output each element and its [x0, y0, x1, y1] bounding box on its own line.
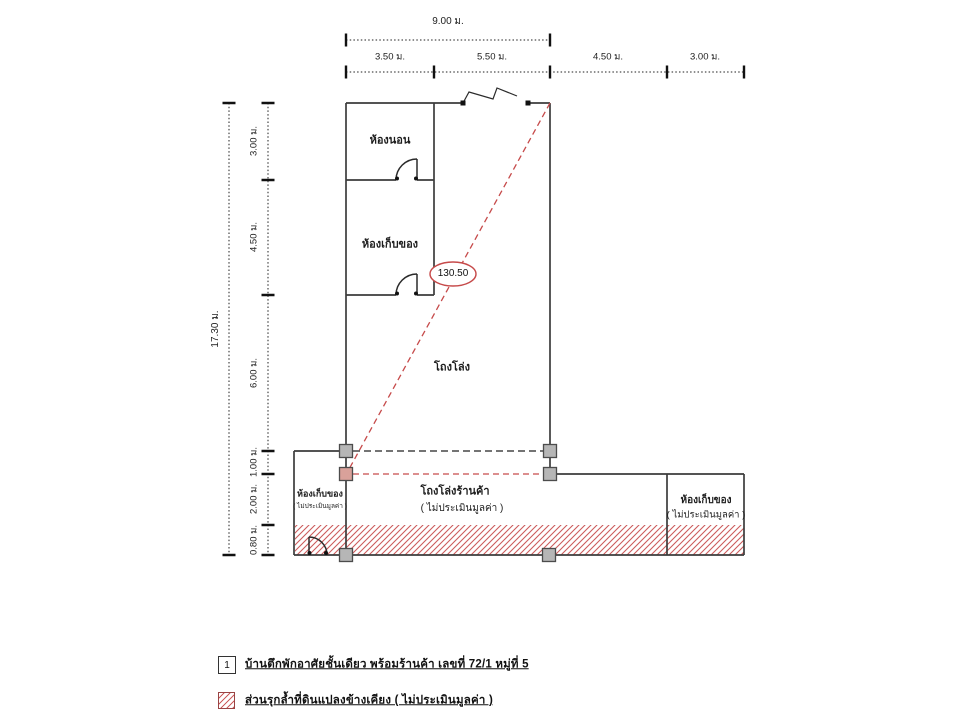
dim-left-seg-6: 0.80 ม.	[248, 524, 260, 556]
dim-left-total: 17.30 ม.	[210, 310, 221, 348]
area-diagonal-red	[347, 102, 551, 472]
legend-hatch-swatch-icon	[218, 692, 235, 709]
room-storage-right-label: ห้องเก็บของ	[680, 495, 732, 506]
area-ellipse	[429, 261, 477, 287]
walls	[293, 102, 745, 556]
encroachment-hatch-strip	[295, 525, 744, 555]
dim-left-seg-2: 4.50 ม.	[248, 221, 260, 253]
dim-top-seg-3: 4.50 ม.	[592, 51, 624, 63]
legend-item2-text: ส่วนรุกล้ำที่ดินแปลงข้างเคียง ( ไม่ประเม…	[245, 694, 493, 707]
room-storage-left-note: ( ไม่ประเมินมูลค่า )	[293, 502, 347, 510]
dim-left-seg-5: 2.00 ม.	[248, 483, 260, 515]
dim-left-seg-3: 6.00 ม.	[248, 357, 260, 389]
room-bedroom-label: ห้องนอน	[369, 134, 411, 147]
wall-break-icon	[462, 87, 518, 104]
area-value: 130.50	[437, 268, 469, 279]
legend-item1-number-box: 1	[218, 656, 236, 674]
wall-end-markers	[460, 100, 531, 106]
dim-left-seg-1: 3.00 ม.	[248, 125, 260, 157]
room-storage-right-note: ( ไม่ประเมินมูลค่า )	[666, 509, 746, 521]
room-storage-upper-label: ห้องเก็บของ	[361, 238, 419, 251]
column-encroached	[338, 466, 354, 482]
legend-item1-text: บ้านตึกพักอาศัยชั้นเดียว พร้อมร้านค้า เล…	[245, 658, 529, 671]
columns	[338, 443, 558, 563]
room-shop-hall-note: ( ไม่ประเมินมูลค่า )	[420, 503, 504, 514]
dim-left-seg-4: 1.00 ม.	[248, 446, 260, 478]
dim-top-seg-2: 5.50 ม.	[476, 51, 508, 63]
dim-top-seg-1: 3.50 ม.	[374, 51, 406, 63]
dimension-lines	[228, 39, 744, 555]
dim-top-total: 9.00 ม.	[432, 16, 464, 27]
room-shop-hall-label: โถงโล่งร้านค้า	[420, 485, 490, 498]
legend-item1-number: 1	[224, 659, 230, 671]
room-storage-left-label: ห้องเก็บของ	[297, 488, 343, 499]
room-hall-label: โถงโล่ง	[434, 361, 470, 374]
dimension-ticks	[222, 33, 746, 557]
door-hinge-dots	[307, 176, 418, 555]
dim-top-seg-4: 3.00 ม.	[689, 51, 721, 63]
